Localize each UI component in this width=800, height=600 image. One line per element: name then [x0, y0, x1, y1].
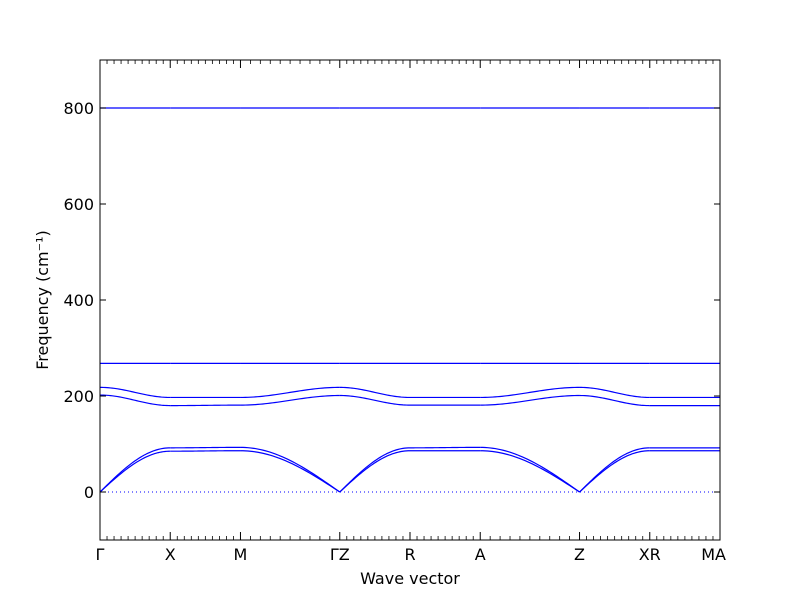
- band-line-seg3-b3: [339, 394, 411, 406]
- y-tick-label: 400: [63, 291, 94, 310]
- band-line-seg5-b3: [480, 394, 580, 406]
- band-line-seg6-b1: [579, 447, 650, 493]
- band-line-seg2-b3: [240, 394, 340, 406]
- band-line-seg0-b1: [99, 447, 171, 493]
- minor-ticks-layer: [106, 60, 714, 540]
- x-tick-label: ΓZ: [330, 545, 350, 564]
- band-line-seg5-b1: [480, 446, 580, 493]
- band-line-seg3-b1: [339, 447, 411, 493]
- band-line-seg5-b0: [480, 450, 580, 493]
- x-tick-label: Z: [574, 545, 585, 564]
- x-axis-label: Wave vector: [360, 569, 460, 588]
- band-line-seg5-b2: [480, 386, 580, 399]
- band-line-seg3-b2: [339, 386, 411, 399]
- tick-labels-layer: 0 200 400 600 800 Γ X M ΓZ R A Z XR MA: [63, 99, 726, 564]
- x-tick-label: R: [404, 545, 415, 564]
- band-line-seg2-b1: [240, 446, 341, 493]
- x-tick-label: M: [234, 545, 248, 564]
- ticks-layer: [99, 60, 721, 540]
- y-tick-label: 200: [63, 387, 94, 406]
- plot-frame: [99, 59, 721, 541]
- band-lines-layer: [99, 107, 720, 493]
- y-tick-label: 0: [84, 483, 94, 502]
- band-line-seg6-b3: [579, 394, 650, 407]
- y-axis-label: Frequency (cm⁻¹): [33, 230, 52, 369]
- band-line-seg2-b2: [240, 386, 340, 399]
- band-line-seg2-b0: [240, 450, 341, 493]
- x-tick-label: XR: [639, 545, 661, 564]
- band-line-seg0-b2: [99, 386, 171, 399]
- x-tick-label: X: [165, 545, 176, 564]
- y-tick-label: 800: [63, 99, 94, 118]
- x-tick-label: Γ: [96, 545, 105, 564]
- band-line-seg6-b2: [579, 386, 650, 399]
- x-tick-label: A: [475, 545, 486, 564]
- band-line-seg0-b0: [99, 450, 171, 493]
- band-line-seg6-b0: [579, 450, 650, 493]
- band-line-seg3-b0: [339, 450, 411, 493]
- y-tick-label: 600: [63, 195, 94, 214]
- x-tick-label: MA: [701, 545, 726, 564]
- band-line-seg0-b3: [99, 394, 171, 407]
